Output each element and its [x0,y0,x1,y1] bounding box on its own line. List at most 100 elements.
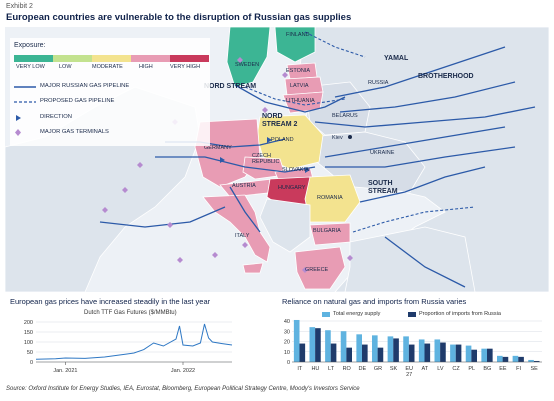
bar-total-energy [450,344,456,362]
direction-arrow-icon [267,137,272,143]
romania-region [304,174,361,223]
direction-arrows [220,137,310,173]
gas-terminals [102,57,353,273]
diamond-icon [15,129,21,136]
diamond-icon [302,267,308,273]
category-label: HU [311,366,319,372]
swatch-very-low [14,55,53,62]
legend-item-terminals: MAJOR GAS TERMINALS [14,129,204,138]
bar-total-energy [434,339,441,362]
legend-swatch-russia [408,312,416,317]
legend-level-label: VERY LOW [16,64,45,70]
legend-level-label: HIGH [139,64,153,70]
y-tick-label: 200 [24,320,33,326]
category-label: AT [422,366,429,372]
bar-total-energy [372,335,378,362]
diamond-icon [347,255,353,261]
bar-russia-imports [362,344,368,362]
price-line-chart: 0 50 100 150 200 Jan. 2021 Jan. 2022 [24,320,233,374]
label-germany: GERMANY [204,145,232,151]
southern-pipeline [359,166,486,203]
price-chart-subtitle: Dutch TTF Gas Futures ($/MMBtu) [84,310,177,316]
y-tick-label: 20 [284,340,290,346]
turkey-pipeline [384,236,466,288]
nord-stream-pipeline [234,84,346,113]
category-label: FI [516,366,521,372]
kiev-marker [348,135,352,139]
bar-total-energy [481,348,487,362]
category-label: EU [405,366,413,372]
brotherhood-pipeline [314,106,536,128]
bar-total-energy [325,330,331,362]
bar-russia-imports [299,343,306,362]
legend-item-proposed-pipeline: PROPOSED GAS PIPELINE [14,98,204,107]
ukraine-pipeline [324,126,506,158]
category-label: DE [358,366,366,372]
x-tick-label: Jan. 2021 [53,368,77,374]
price-chart-title: European gas prices have increased stead… [10,297,211,306]
y-tick-label: 0 [30,360,33,366]
diamond-icon [177,257,183,263]
x-tick-label: Jan. 2022 [171,368,195,374]
bar-russia-imports [315,328,321,362]
solid-line-icon [14,86,36,88]
legend-item-label: MAJOR GAS TERMINALS [40,129,109,135]
bar-russia-imports [424,343,431,362]
category-label: EE [499,366,507,372]
nord-stream-2-pipeline [244,86,346,106]
category-label: SE [531,366,539,372]
bar-russia-imports [393,338,399,362]
category-label: GR [374,366,382,372]
swatch-high [131,55,170,62]
label-nord-stream: NORD STREAM [204,83,257,90]
label-republic: REPUBLIC [252,159,280,165]
proposed-pipelines [244,31,476,233]
price-series-line [35,323,233,360]
bar-russia-imports [408,344,415,362]
category-label: SK [390,366,398,372]
label-hungary: HUNGARY [278,185,306,191]
label-yamal: YAMAL [384,55,409,62]
label-greece: GREECE [305,267,329,273]
bar-russia-imports [440,342,446,362]
bar-total-energy [418,339,425,362]
italy-pipeline [229,186,261,233]
bar-total-energy [387,336,394,362]
label-sweden: SWEDEN [235,62,260,68]
diamond-icon [137,162,143,168]
y-tick-label: 30 [284,329,290,335]
y-tick-label: 150 [24,330,33,336]
swatch-low [53,55,92,62]
diamond-icon [282,72,288,78]
diamond-icon [237,57,243,63]
category-label: 27 [406,372,412,378]
dashed-line-icon [14,101,36,103]
label-nord-stream-2-line2: STREAM 2 [262,121,298,128]
y-tick-label: 100 [24,340,33,346]
category-label: LV [437,366,444,372]
category-label: CZ [452,366,460,372]
label-south-stream-line2: STREAM [368,188,398,195]
reliance-chart-title: Reliance on natural gas and imports from… [282,297,467,306]
label-czech: CZECH [252,153,271,159]
swatch-moderate [92,55,131,62]
figure-title: European countries are vulnerable to the… [6,12,352,23]
bar-total-energy [465,345,472,362]
label-poland: POLAND [271,137,294,143]
y-tick-label: 0 [287,360,290,366]
bar-total-energy [340,331,347,362]
legend-item-major-pipeline: MAJOR RUSSIAN GAS PIPELINE [14,83,204,92]
bar-russia-imports [533,360,540,362]
exhibit-label: Exhibit 2 [6,3,33,10]
label-lithuania: LITHUANIA [286,98,315,104]
bar-total-energy [309,327,316,362]
label-finland: FINLAND [286,32,310,38]
source-note: Source: Oxford Institute for Energy Stud… [6,386,360,392]
bar-total-energy [512,355,519,362]
bar-russia-imports [471,349,477,362]
balkans-land [259,198,311,253]
bar-total-energy [497,355,503,362]
bar-russia-imports [455,344,462,362]
label-nord-stream-2-line1: NORD [262,113,283,120]
